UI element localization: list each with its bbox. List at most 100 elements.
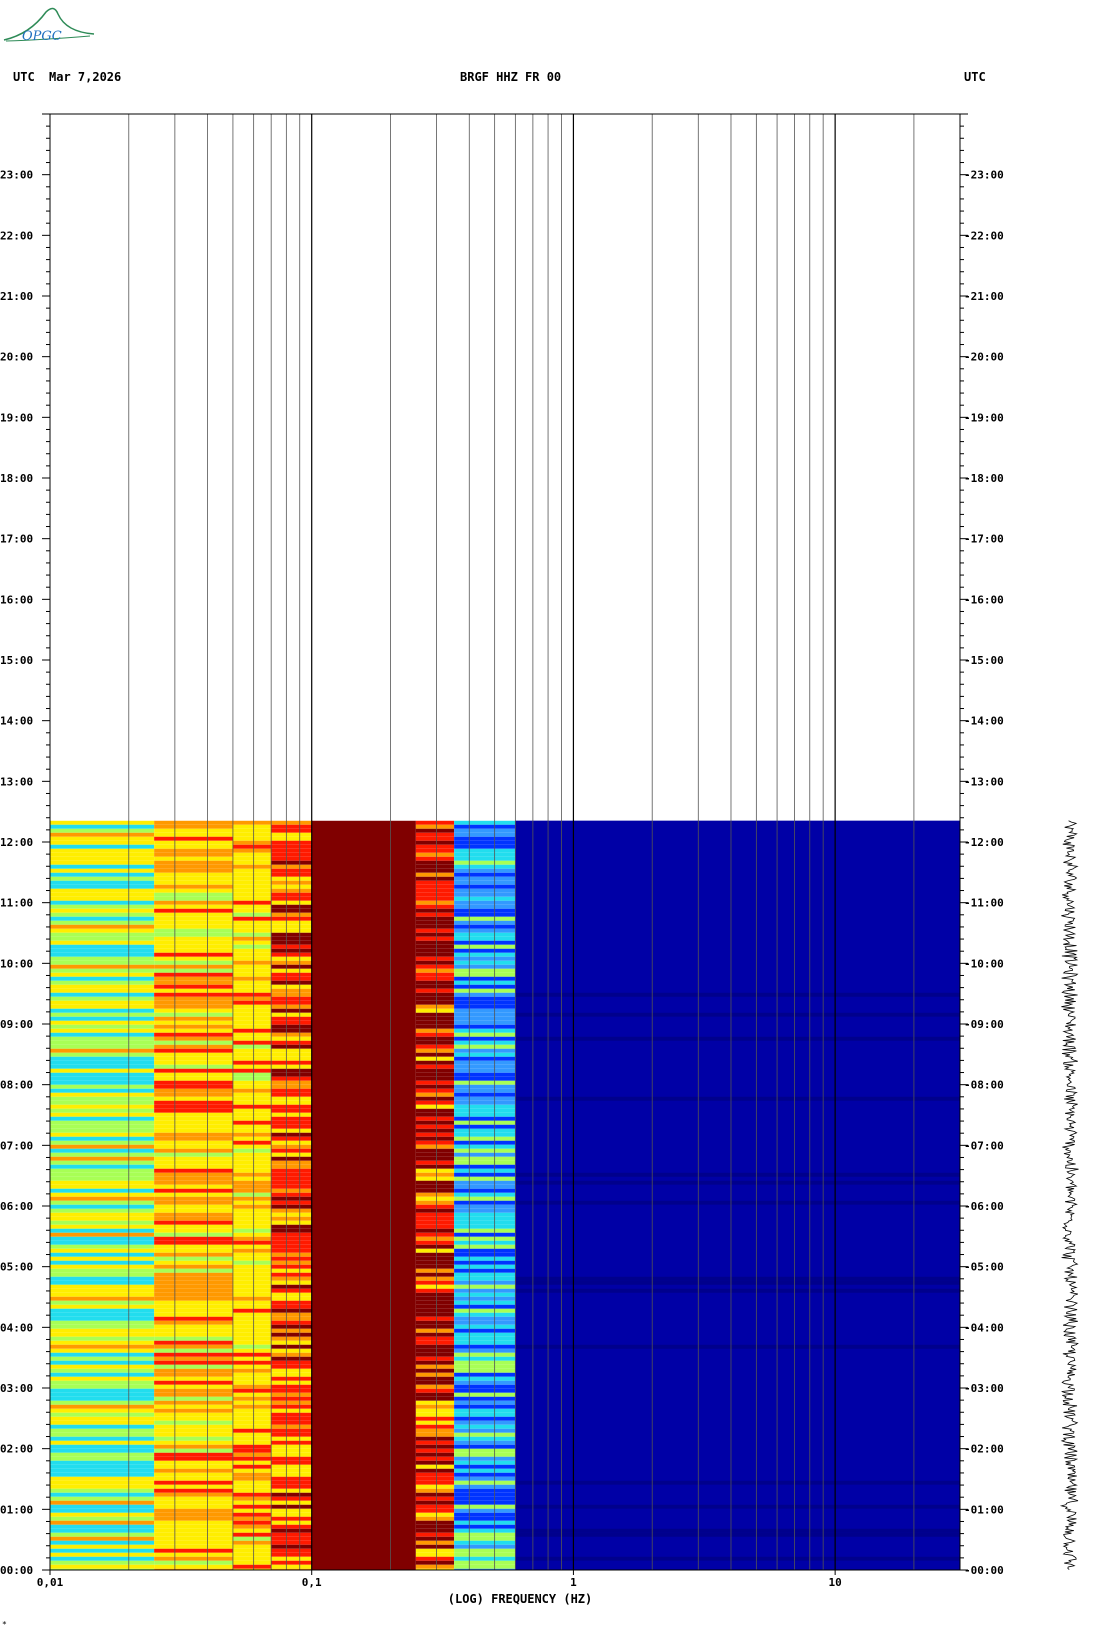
band-row — [454, 1348, 516, 1353]
band-row — [271, 1344, 312, 1349]
band-row — [415, 1056, 455, 1061]
band-row — [154, 1076, 233, 1081]
band-row — [154, 1104, 233, 1109]
band-row — [415, 1464, 455, 1469]
band-row — [50, 1232, 155, 1237]
band-row — [454, 948, 516, 953]
band-row — [154, 1136, 233, 1141]
band-row — [154, 844, 233, 849]
band-row — [271, 1504, 312, 1509]
band-row — [50, 1256, 155, 1261]
band-row — [50, 980, 155, 985]
band-row — [232, 1340, 272, 1345]
station-title: BRGF HHZ FR 00 — [460, 70, 562, 84]
band-row — [154, 824, 233, 829]
band-row — [154, 1440, 233, 1445]
band-row — [454, 1328, 516, 1333]
band-row — [271, 820, 312, 825]
band-row — [154, 1132, 233, 1137]
band-row — [271, 1220, 312, 1225]
band-row — [454, 1344, 516, 1349]
band-row — [415, 1164, 455, 1169]
band-row — [415, 1140, 455, 1145]
band-row — [271, 1008, 312, 1013]
band-row — [154, 1112, 233, 1117]
band-row — [232, 948, 272, 953]
band-row — [515, 896, 960, 901]
band-row — [50, 1192, 155, 1197]
band-row — [232, 1176, 272, 1181]
band-row — [232, 1420, 272, 1425]
band-row — [154, 1344, 233, 1349]
band-row — [415, 1256, 455, 1261]
band-row — [271, 1144, 312, 1149]
band-row — [232, 912, 272, 917]
band-row — [50, 1408, 155, 1413]
band-row — [232, 1288, 272, 1293]
band-row — [50, 1248, 155, 1253]
band-row — [50, 1272, 155, 1277]
band-row — [232, 952, 272, 957]
band-row — [271, 1256, 312, 1261]
band-row — [232, 1020, 272, 1025]
band-row — [232, 1532, 272, 1537]
band-row — [232, 1568, 272, 1570]
band-row — [454, 1408, 516, 1413]
band-row — [271, 932, 312, 937]
band-row — [415, 876, 455, 881]
band-row — [271, 1512, 312, 1517]
band-row — [515, 1492, 960, 1497]
band-row — [154, 1208, 233, 1213]
band-row — [454, 1084, 516, 1089]
band-row — [50, 1464, 155, 1469]
band-row — [271, 1496, 312, 1501]
band-row — [415, 1220, 455, 1225]
band-row — [515, 1116, 960, 1121]
band-row — [454, 984, 516, 989]
band-row — [232, 880, 272, 885]
y-tick-label-right: -10:00 — [964, 957, 1004, 970]
y-tick-label-right: -20:00 — [964, 351, 1004, 364]
band-row — [154, 1528, 233, 1533]
band-row — [515, 1276, 960, 1281]
band-row — [232, 1212, 272, 1217]
band-row — [415, 1172, 455, 1177]
band-row — [454, 1224, 516, 1229]
band-row — [232, 1048, 272, 1053]
band-row — [50, 892, 155, 897]
band-row — [454, 1016, 516, 1021]
band-row — [50, 1308, 155, 1313]
band-row — [232, 1044, 272, 1049]
band-row — [50, 960, 155, 965]
band-row — [50, 1488, 155, 1493]
band-row — [454, 1292, 516, 1297]
y-tick-label-left: 21:00 — [0, 290, 33, 303]
band-row — [515, 992, 960, 997]
band-row — [232, 864, 272, 869]
band-row — [454, 1212, 516, 1217]
band-row — [232, 1564, 272, 1569]
y-tick-label-left: 14:00 — [0, 715, 33, 728]
band-row — [415, 844, 455, 849]
band-row — [415, 1512, 455, 1517]
band-row — [454, 1416, 516, 1421]
band-row — [415, 1468, 455, 1473]
band-row — [454, 1236, 516, 1241]
band-row — [415, 1316, 455, 1321]
band-row — [232, 1004, 272, 1009]
band-row — [515, 888, 960, 893]
band-row — [154, 1300, 233, 1305]
band-row — [415, 1420, 455, 1425]
band-row — [415, 984, 455, 989]
y-tick-label-right: -14:00 — [964, 715, 1004, 728]
band-row — [232, 1368, 272, 1373]
band-row — [454, 1468, 516, 1473]
band-row — [50, 1036, 155, 1041]
band-row — [271, 1128, 312, 1133]
y-tick-label-right: -23:00 — [964, 169, 1004, 182]
band-row — [415, 1412, 455, 1417]
band-row — [271, 1532, 312, 1537]
band-row — [415, 1024, 455, 1029]
band-row — [454, 1440, 516, 1445]
band-row — [415, 1452, 455, 1457]
